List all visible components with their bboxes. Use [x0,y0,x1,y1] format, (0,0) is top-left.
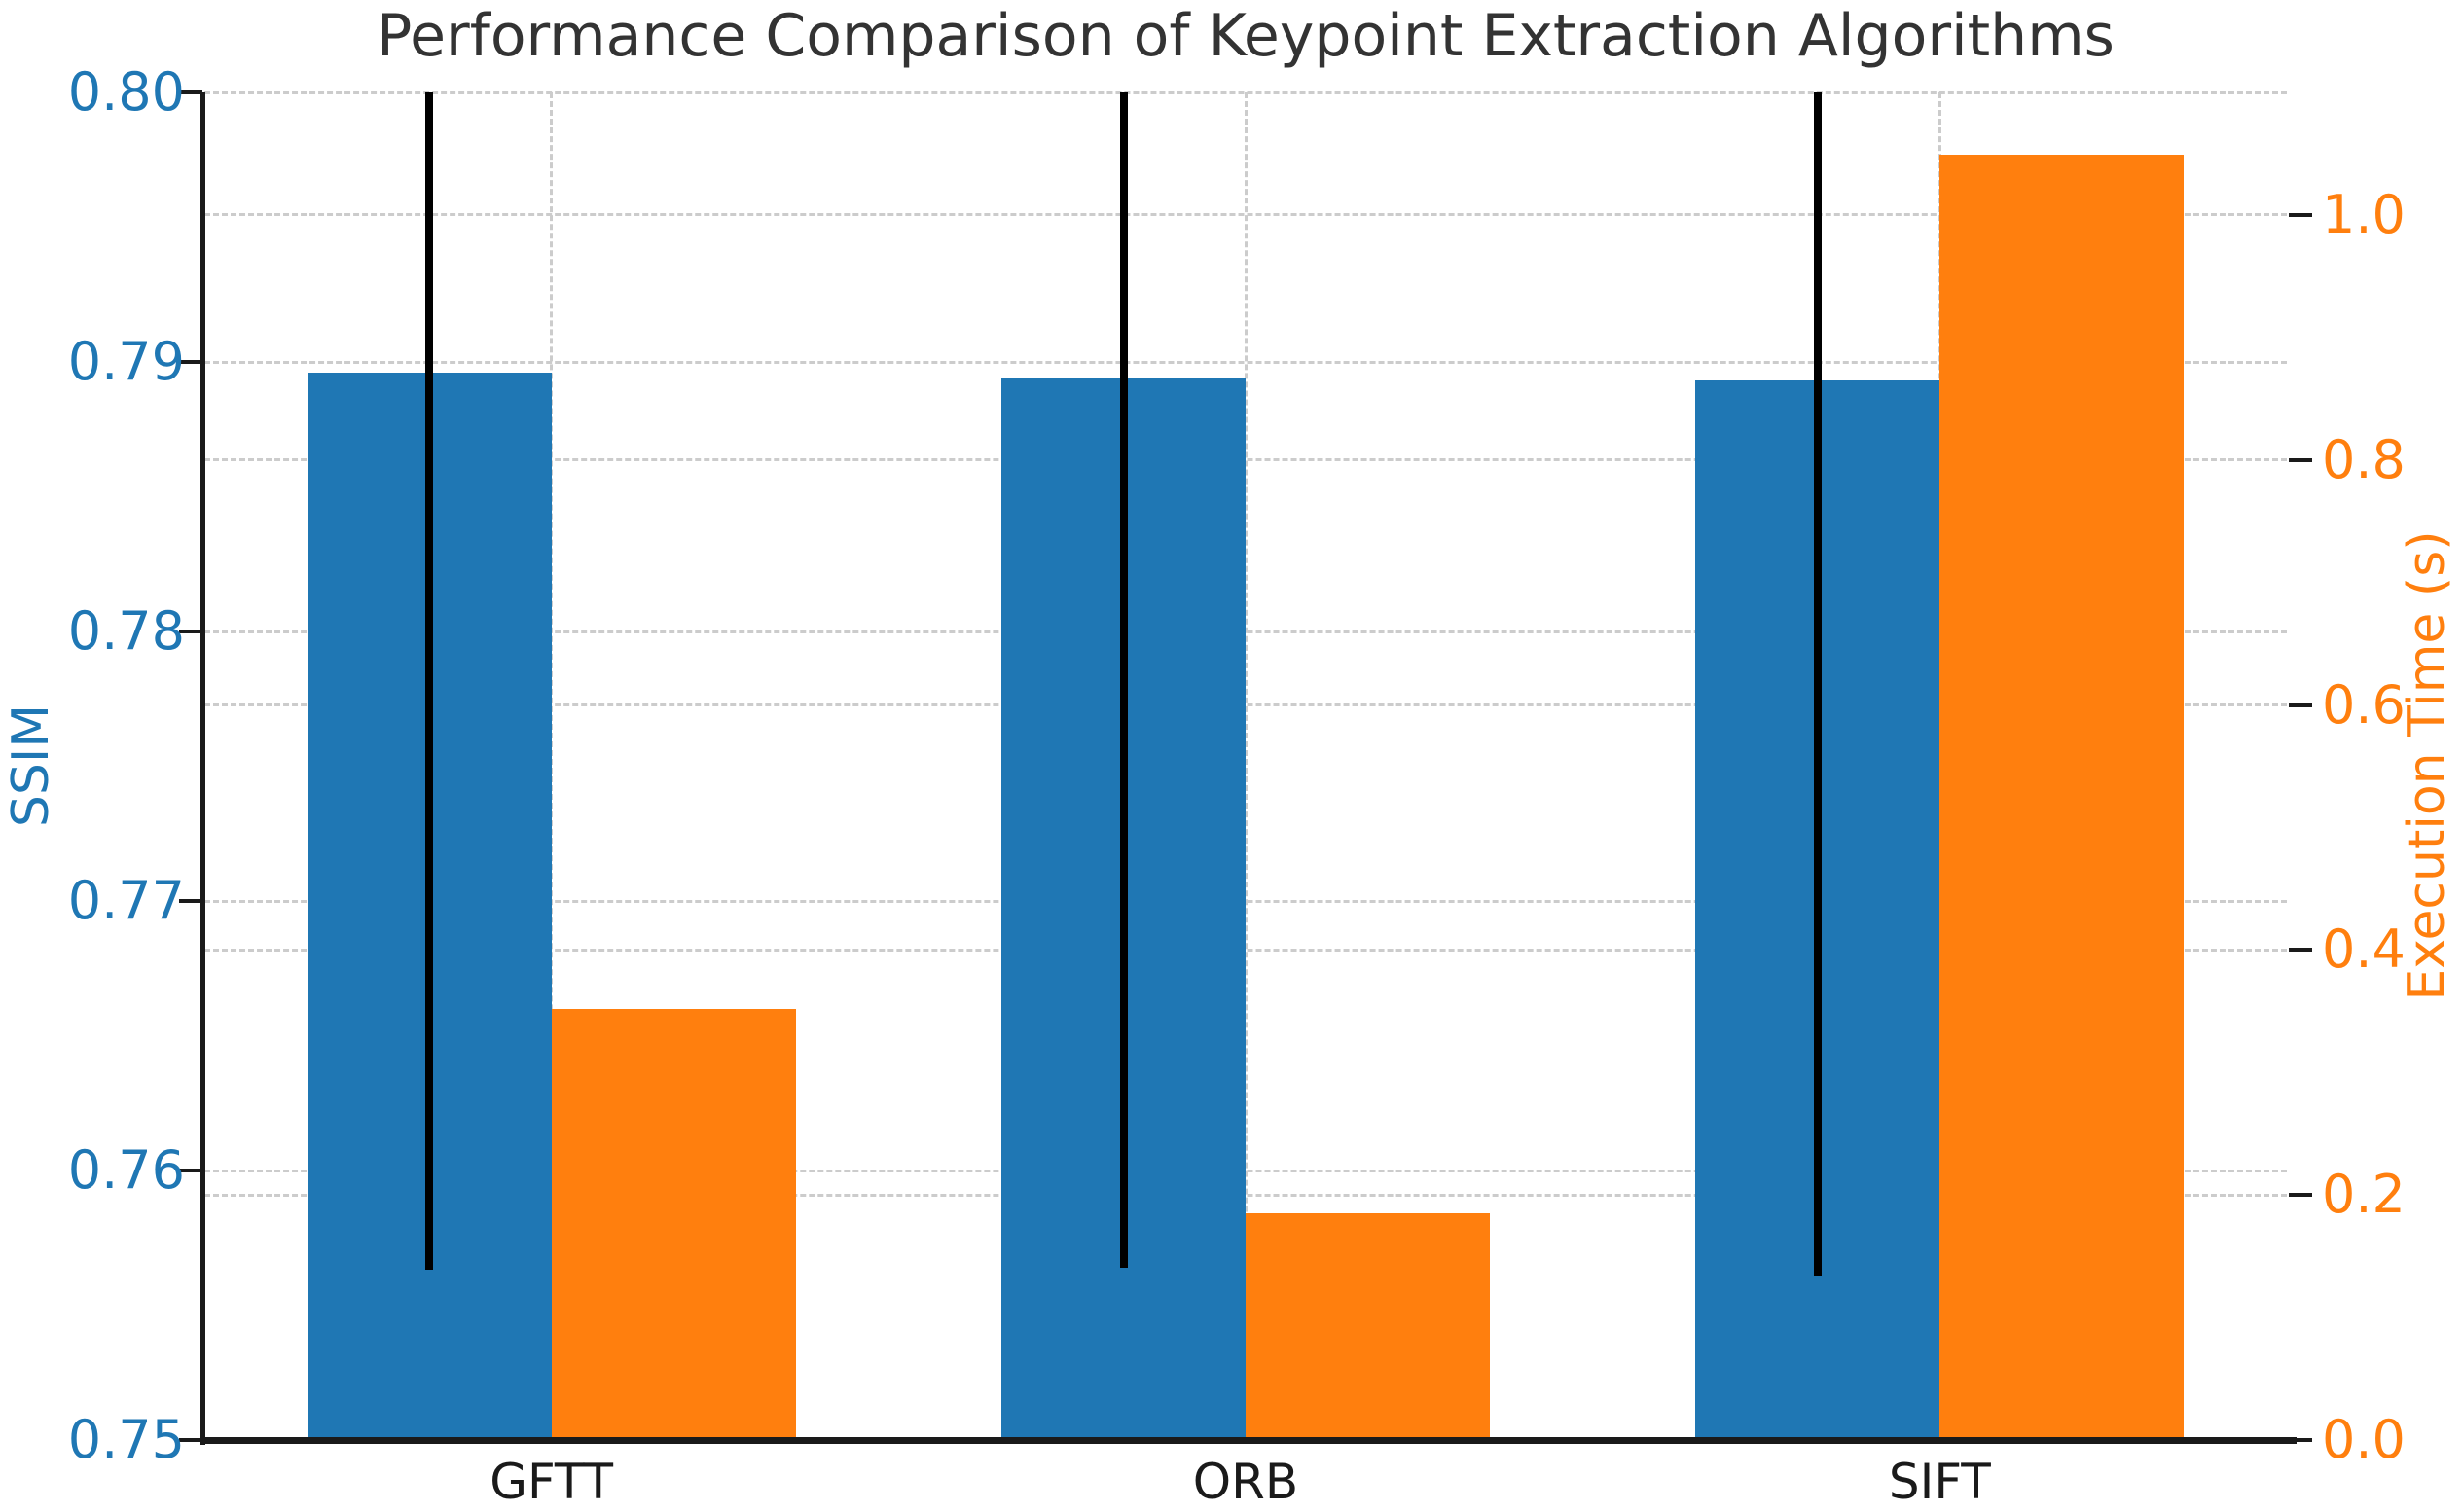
tick-label-ssim: 0.80 [67,61,185,123]
tick-left [179,1169,202,1172]
tick-label-ssim: 0.77 [67,870,185,931]
errorbar-ssim-sift [1813,92,1822,1277]
y-axis-label-left: SSIM [2,703,60,828]
tick-label-exectime: 0.6 [2322,673,2406,736]
tick-right [2289,1193,2312,1198]
tick-left [179,630,202,633]
chart-title: Performance Comparison of Keypoint Extra… [377,2,2115,70]
tick-label-exectime: 0.0 [2322,1409,2406,1470]
bar-exectime-sift [1939,155,2185,1440]
errorbar-ssim-orb [1119,92,1128,1268]
axis-spine-left [200,92,205,1445]
tick-label-exectime: 1.0 [2322,183,2406,245]
bar-exectime-orb [1246,1213,1490,1440]
tick-right [2289,702,2312,707]
errorbar-ssim-gftt [425,92,434,1271]
tick-left [179,360,202,364]
tick-right [2289,457,2312,462]
tick-left [179,1438,202,1442]
tick-label-ssim: 0.76 [67,1139,185,1201]
tick-right [2289,212,2312,217]
axis-spine-bottom [200,1437,2297,1444]
tick-label-category-sift: SIFT [1888,1454,1991,1510]
tick-label-category-orb: ORB [1192,1454,1299,1510]
tick-label-exectime: 0.4 [2322,918,2406,981]
tick-left [179,90,202,94]
tick-right [2289,1438,2312,1442]
tick-label-exectime: 0.2 [2322,1164,2406,1226]
tick-label-category-gftt: GFTT [489,1454,614,1510]
tick-left [179,899,202,903]
tick-right [2289,948,2312,953]
tick-label-exectime: 0.8 [2322,428,2406,490]
tick-label-ssim: 0.75 [67,1409,185,1470]
gridline-v-gftt [550,92,554,1440]
gridline-v-orb [1244,92,1248,1440]
tick-label-ssim: 0.79 [67,331,185,392]
tick-label-ssim: 0.78 [67,600,185,662]
bar-exectime-gftt [551,1008,796,1440]
